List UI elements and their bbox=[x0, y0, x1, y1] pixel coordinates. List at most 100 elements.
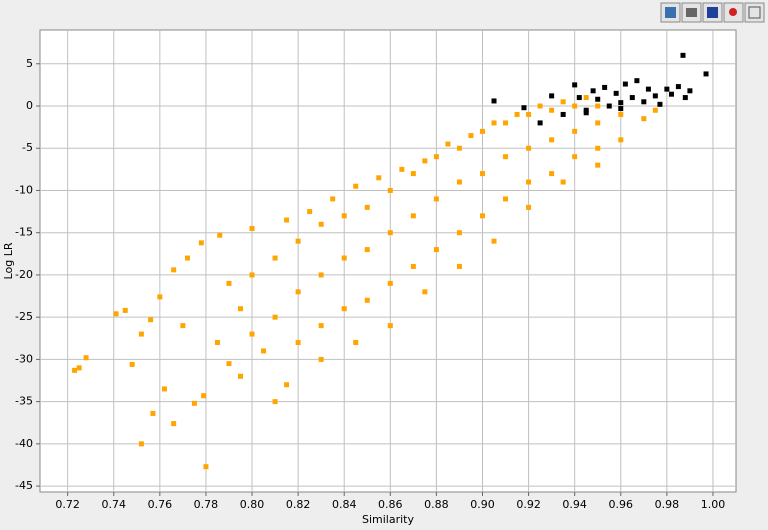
point bbox=[261, 348, 267, 354]
point bbox=[618, 137, 624, 143]
x-axis-label: Similarity bbox=[362, 513, 414, 526]
x-tick-label: 0.78 bbox=[194, 498, 219, 511]
point bbox=[376, 175, 382, 181]
x-tick-label: 0.88 bbox=[424, 498, 449, 511]
point bbox=[456, 263, 462, 269]
point bbox=[595, 103, 601, 109]
reset-icon bbox=[707, 7, 718, 18]
point bbox=[364, 297, 370, 303]
point bbox=[83, 355, 89, 361]
point bbox=[595, 120, 601, 126]
point bbox=[652, 107, 658, 113]
point bbox=[410, 263, 416, 269]
point bbox=[641, 99, 647, 105]
point bbox=[668, 91, 674, 97]
point bbox=[491, 238, 497, 244]
point bbox=[634, 78, 640, 84]
point bbox=[583, 107, 589, 113]
point bbox=[272, 399, 278, 405]
point bbox=[602, 84, 608, 90]
point bbox=[560, 111, 566, 117]
point bbox=[249, 225, 255, 231]
y-tick-label: -35 bbox=[15, 395, 33, 408]
point bbox=[629, 95, 635, 101]
point bbox=[238, 306, 244, 312]
point bbox=[595, 96, 601, 102]
point bbox=[491, 98, 497, 104]
zoom-button[interactable] bbox=[744, 2, 765, 23]
point bbox=[687, 88, 693, 94]
point bbox=[595, 162, 601, 168]
point bbox=[387, 187, 393, 193]
point bbox=[129, 361, 135, 367]
point bbox=[387, 323, 393, 329]
toolbar bbox=[660, 2, 765, 23]
point bbox=[138, 331, 144, 337]
point bbox=[618, 100, 624, 106]
point bbox=[422, 289, 428, 295]
point bbox=[353, 183, 359, 189]
point bbox=[217, 232, 223, 238]
y-tick-label: -10 bbox=[15, 183, 33, 196]
x-tick-label: 0.84 bbox=[332, 498, 357, 511]
point bbox=[576, 95, 582, 101]
point bbox=[595, 145, 601, 151]
point bbox=[318, 272, 324, 278]
point bbox=[526, 204, 532, 210]
save-icon bbox=[665, 7, 676, 18]
point bbox=[613, 90, 619, 96]
point bbox=[171, 421, 177, 427]
point bbox=[503, 154, 509, 160]
x-tick-label: 0.92 bbox=[516, 498, 541, 511]
point bbox=[491, 120, 497, 126]
y-tick-label: -45 bbox=[15, 479, 33, 492]
y-tick-label: -20 bbox=[15, 268, 33, 281]
point bbox=[198, 240, 204, 246]
point bbox=[201, 393, 207, 399]
y-tick-label: -15 bbox=[15, 226, 33, 239]
x-tick-label: 0.94 bbox=[562, 498, 587, 511]
point bbox=[318, 323, 324, 329]
y-tick-label: -30 bbox=[15, 352, 33, 365]
point bbox=[307, 209, 313, 215]
y-tick-label: -5 bbox=[22, 141, 33, 154]
point bbox=[341, 306, 347, 312]
print-icon bbox=[686, 8, 697, 17]
point bbox=[456, 145, 462, 151]
point bbox=[606, 103, 612, 109]
point bbox=[479, 213, 485, 219]
point bbox=[203, 464, 209, 470]
point bbox=[422, 158, 428, 164]
point bbox=[479, 171, 485, 177]
point bbox=[150, 410, 156, 416]
point bbox=[72, 367, 78, 373]
point bbox=[295, 340, 301, 346]
point bbox=[622, 81, 628, 87]
y-tick-label: 0 bbox=[26, 99, 33, 112]
point bbox=[680, 52, 686, 58]
point bbox=[113, 311, 119, 317]
point bbox=[410, 213, 416, 219]
point bbox=[703, 71, 709, 77]
point bbox=[364, 204, 370, 210]
point bbox=[675, 84, 681, 90]
point bbox=[387, 230, 393, 236]
point bbox=[657, 101, 663, 107]
y-tick-label: 5 bbox=[26, 57, 33, 70]
point bbox=[618, 111, 624, 117]
point bbox=[214, 340, 220, 346]
point bbox=[122, 307, 128, 313]
x-tick-label: 0.96 bbox=[609, 498, 634, 511]
point bbox=[272, 314, 278, 320]
point bbox=[330, 196, 336, 202]
point bbox=[295, 238, 301, 244]
point bbox=[249, 272, 255, 278]
y-axis-label: Log LR bbox=[2, 242, 15, 279]
point bbox=[526, 145, 532, 151]
point bbox=[645, 86, 651, 92]
point bbox=[272, 255, 278, 261]
point bbox=[341, 213, 347, 219]
point bbox=[572, 82, 578, 88]
point bbox=[572, 154, 578, 160]
zoom-icon bbox=[748, 6, 761, 19]
